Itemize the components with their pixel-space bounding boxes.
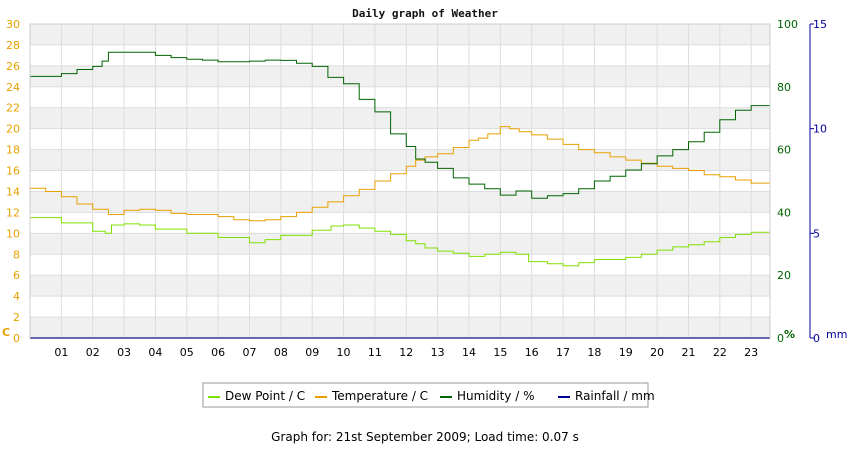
x-tick-label: 02 <box>86 346 100 359</box>
x-tick-label: 20 <box>650 346 664 359</box>
x-tick-label: 22 <box>713 346 727 359</box>
right2-tick-label: 5 <box>813 227 820 240</box>
left-tick-label: 14 <box>6 185 20 198</box>
x-tick-label: 11 <box>368 346 382 359</box>
grid-band <box>30 65 770 87</box>
left-tick-label: 6 <box>13 269 20 282</box>
left-tick-label: 2 <box>13 311 20 324</box>
x-tick-label: 12 <box>399 346 413 359</box>
grid-band <box>30 275 770 297</box>
x-tick-label: 17 <box>556 346 570 359</box>
left-tick-label: 30 <box>6 18 20 31</box>
left-tick-label: 20 <box>6 123 20 136</box>
x-tick-label: 03 <box>117 346 131 359</box>
x-tick-label: 21 <box>681 346 695 359</box>
grid-band <box>30 24 770 45</box>
legend-label: Temperature / C <box>331 389 428 403</box>
plot-frame <box>29 23 771 339</box>
legend-label: Dew Point / C <box>225 389 305 403</box>
right1-axis-unit: % <box>784 328 795 341</box>
left-tick-label: 8 <box>13 248 20 261</box>
left-tick-label: 28 <box>6 39 20 52</box>
tick-labels: 01 02 03 04 05 06 07 08 09 10 11 12 13 14 15 16 17 18 19 20… <box>2 18 847 359</box>
left-axis-unit: C <box>2 326 10 339</box>
left-tick-label: 26 <box>6 60 20 73</box>
x-tick-label: 04 <box>148 346 162 359</box>
legend-box <box>202 382 649 408</box>
x-tick-label: 15 <box>493 346 507 359</box>
right2-tick-label: 15 <box>813 18 827 31</box>
legend: Dew Point / C Temperature / C Humidity / %… <box>202 382 655 408</box>
x-tick-label: 19 <box>619 346 633 359</box>
x-tick-label: 06 <box>211 346 225 359</box>
left-tick-label: 24 <box>6 81 20 94</box>
x-tick-label: 18 <box>587 346 601 359</box>
right2-tick-label: 10 <box>813 123 827 136</box>
x-tick-label: 01 <box>54 346 68 359</box>
x-tick-label: 09 <box>305 346 319 359</box>
right1-tick-label: 40 <box>777 206 791 219</box>
x-tick-label: 07 <box>242 346 256 359</box>
x-tick-label: 14 <box>462 346 476 359</box>
right1-tick-label: 100 <box>777 18 798 31</box>
series-line-1 <box>30 217 771 267</box>
grid-band <box>30 191 770 213</box>
left-tick-label: 12 <box>6 206 20 219</box>
chart-title: Daily graph of Weather <box>352 7 498 20</box>
right1-tick-label: 60 <box>777 144 791 157</box>
legend-label: Humidity / % <box>457 389 534 403</box>
axes <box>29 23 814 339</box>
left-tick-label: 16 <box>6 165 20 178</box>
x-tick-label: 05 <box>180 346 194 359</box>
footer-text: Graph for: 21st September 2009; Load tim… <box>271 430 579 444</box>
x-tick-label: 10 <box>337 346 351 359</box>
x-tick-label: 23 <box>744 346 758 359</box>
grid-band <box>30 317 770 338</box>
right2-axis-unit: mm <box>826 328 847 341</box>
grid-band <box>30 233 770 255</box>
left-tick-label: 4 <box>13 290 20 303</box>
right1-tick-label: 80 <box>777 81 791 94</box>
grid-bands <box>30 24 770 338</box>
x-tick-label: 08 <box>274 346 288 359</box>
grid-band <box>30 107 770 129</box>
series-line-3 <box>30 51 771 199</box>
left-tick-label: 10 <box>6 227 20 240</box>
legend-label: Rainfall / mm <box>575 389 655 403</box>
x-tick-label: 13 <box>431 346 445 359</box>
left-tick-label: 0 <box>13 332 20 345</box>
x-tick-label: 16 <box>525 346 539 359</box>
right1-tick-label: 20 <box>777 269 791 282</box>
right2-tick-label: 0 <box>813 332 820 345</box>
left-tick-label: 18 <box>6 144 20 157</box>
right1-tick-label: 0 <box>777 332 784 345</box>
grid-band <box>30 149 770 171</box>
left-tick-label: 22 <box>6 102 20 115</box>
